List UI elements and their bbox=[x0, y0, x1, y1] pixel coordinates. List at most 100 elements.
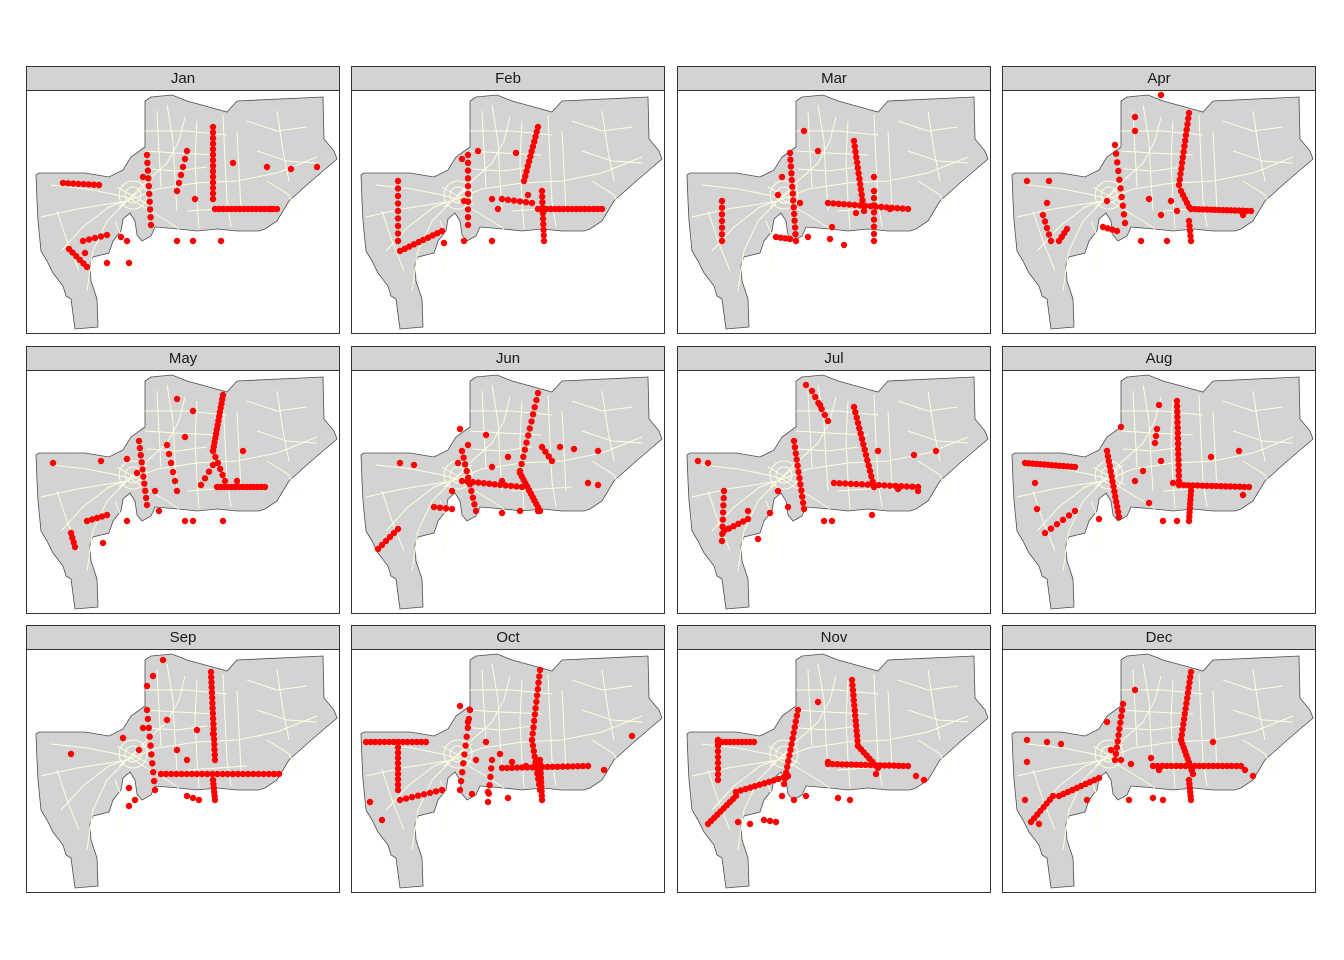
road-line bbox=[907, 709, 969, 723]
incident-point bbox=[527, 153, 534, 160]
incident-point bbox=[179, 163, 187, 171]
incident-point bbox=[1182, 762, 1189, 770]
incident-point bbox=[175, 179, 183, 187]
incident-point bbox=[98, 513, 106, 520]
road-line bbox=[60, 200, 126, 252]
road-line bbox=[1032, 769, 1056, 831]
incident-point bbox=[70, 180, 77, 187]
road-line bbox=[146, 446, 208, 452]
incident-point bbox=[718, 237, 726, 245]
incident-point bbox=[1106, 463, 1113, 470]
incident-point bbox=[904, 762, 912, 770]
road-line bbox=[769, 180, 799, 210]
road-line bbox=[561, 410, 567, 492]
incident-point bbox=[1217, 483, 1225, 490]
incident-point bbox=[846, 796, 854, 804]
incident-point bbox=[151, 786, 159, 794]
incident-point bbox=[144, 715, 152, 723]
incident-point bbox=[718, 217, 726, 225]
incident-point bbox=[894, 205, 901, 212]
incident-point bbox=[1043, 224, 1051, 232]
incident-point bbox=[874, 447, 882, 455]
incident-point bbox=[828, 517, 836, 525]
incident-point bbox=[518, 460, 525, 468]
incident-point bbox=[694, 457, 702, 465]
road-line bbox=[266, 739, 298, 771]
incident-point bbox=[131, 796, 139, 804]
map-area bbox=[352, 650, 664, 892]
incident-point bbox=[151, 487, 159, 495]
incident-point bbox=[457, 777, 465, 785]
incident-point bbox=[1183, 700, 1190, 707]
incident-point bbox=[564, 763, 571, 770]
incident-point bbox=[394, 776, 402, 783]
incident-point bbox=[183, 792, 191, 800]
road-line bbox=[156, 110, 162, 188]
incident-point bbox=[866, 467, 874, 475]
incident-point bbox=[1105, 458, 1112, 465]
incident-point bbox=[842, 480, 849, 487]
road-line bbox=[481, 669, 487, 747]
road-line bbox=[1032, 490, 1056, 552]
incident-point bbox=[1235, 447, 1243, 455]
incident-point bbox=[209, 699, 216, 707]
incident-point bbox=[1112, 750, 1120, 757]
incident-point bbox=[59, 179, 67, 187]
incident-point bbox=[556, 443, 564, 451]
incident-point bbox=[537, 761, 544, 768]
incident-point bbox=[1233, 762, 1240, 770]
incident-point bbox=[1159, 796, 1167, 804]
district-map bbox=[360, 653, 663, 889]
road-line bbox=[50, 743, 133, 759]
incident-point bbox=[791, 723, 798, 731]
incident-point bbox=[600, 766, 608, 774]
incident-point bbox=[579, 762, 587, 770]
incident-point bbox=[816, 401, 824, 409]
incident-point bbox=[135, 746, 143, 754]
incident-point bbox=[868, 511, 876, 519]
incident-point bbox=[516, 507, 524, 515]
road-line bbox=[471, 166, 533, 172]
road-line bbox=[375, 743, 458, 759]
incident-point bbox=[718, 537, 726, 545]
road-network bbox=[365, 384, 643, 572]
incident-point bbox=[1239, 211, 1247, 219]
map-area bbox=[27, 371, 339, 613]
road-line bbox=[246, 120, 308, 132]
incident-point bbox=[1047, 525, 1055, 532]
incident-point bbox=[834, 794, 842, 802]
incident-point bbox=[860, 441, 867, 448]
road-line bbox=[144, 150, 218, 156]
road-line bbox=[1242, 739, 1274, 771]
incident-point bbox=[1115, 731, 1122, 739]
incident-point bbox=[209, 705, 216, 712]
incident-point bbox=[534, 507, 542, 515]
incident-point bbox=[529, 143, 537, 150]
incident-point bbox=[181, 433, 189, 441]
road-line bbox=[796, 410, 879, 416]
road-line bbox=[1120, 709, 1194, 715]
road-line bbox=[246, 400, 308, 412]
road-line bbox=[1198, 114, 1208, 228]
road-line bbox=[50, 184, 133, 200]
incident-point bbox=[1120, 211, 1128, 218]
incident-point bbox=[1035, 820, 1043, 828]
incident-point bbox=[542, 448, 549, 455]
incident-point bbox=[1185, 115, 1192, 122]
incident-point bbox=[539, 198, 546, 206]
road-line bbox=[1090, 220, 1100, 272]
incident-point bbox=[534, 389, 542, 397]
incident-point bbox=[462, 742, 469, 749]
incident-point bbox=[1118, 707, 1126, 714]
incident-point bbox=[1115, 513, 1123, 521]
incident-point bbox=[784, 763, 791, 771]
road-line bbox=[1132, 110, 1138, 188]
incident-point bbox=[468, 790, 476, 798]
district-outline bbox=[360, 653, 663, 889]
incident-point bbox=[1186, 679, 1193, 686]
incident-point bbox=[173, 237, 181, 245]
incident-point bbox=[853, 722, 860, 729]
district-outline bbox=[360, 374, 663, 610]
incident-point bbox=[912, 772, 920, 780]
facet-strip-label: Nov bbox=[678, 626, 990, 650]
